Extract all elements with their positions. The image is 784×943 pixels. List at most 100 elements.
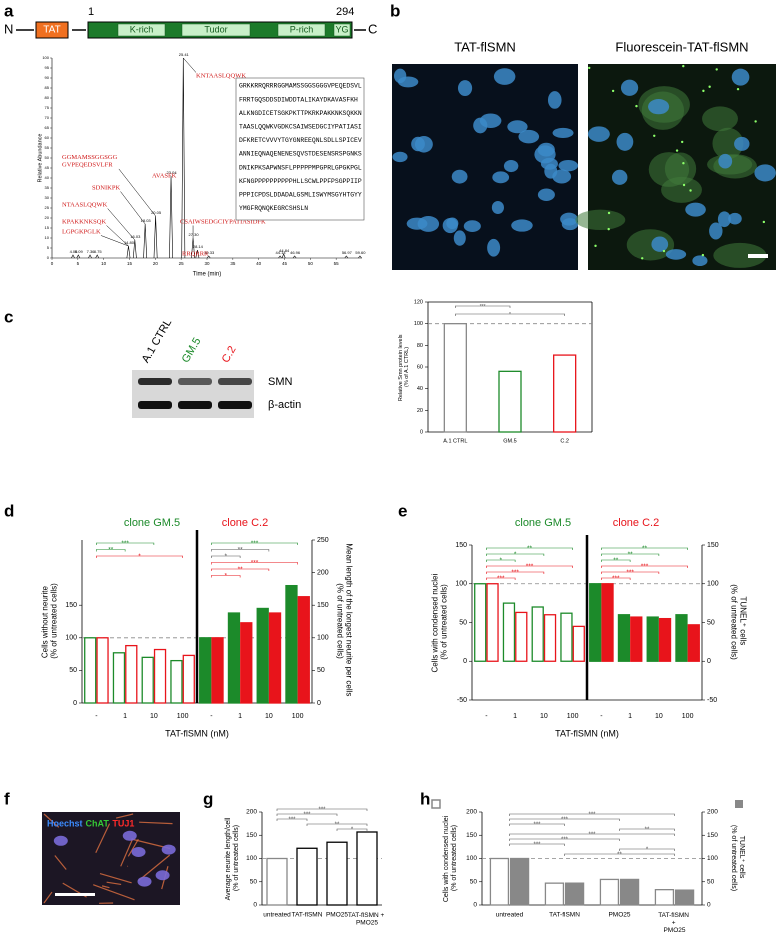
y-tick-label: 75 — [45, 105, 50, 110]
y-tick-label: 100 — [246, 855, 257, 862]
band — [138, 378, 172, 385]
significance-bracket — [564, 853, 675, 856]
significance-label: *** — [533, 842, 541, 848]
y2-tick-label: 100 — [707, 581, 719, 588]
significance-bracket — [509, 843, 565, 846]
y2-tick-label: 200 — [707, 809, 718, 816]
bar — [489, 857, 510, 906]
bar — [572, 625, 585, 662]
peak-time-label: 25.41 — [179, 52, 190, 57]
significance-label: ** — [335, 822, 340, 828]
significance-bracket — [336, 828, 368, 831]
y-tick-label: 100 — [466, 855, 477, 862]
bar — [515, 611, 528, 662]
puncta — [754, 120, 757, 123]
y-axis-title: Average neurite length/cell (% of untrea… — [225, 816, 240, 901]
significance-label: ** — [645, 827, 650, 833]
bar — [544, 882, 565, 906]
peak — [95, 254, 100, 259]
x-tick-label: 10 — [265, 713, 273, 720]
bar — [356, 831, 378, 906]
sequence-line: ANNIEQNAQENENESQVSTDESENSRSPGNKS — [239, 151, 362, 158]
significance-label: *** — [641, 563, 649, 570]
significance-label: ** — [628, 551, 634, 558]
region-label: K-rich — [130, 24, 154, 34]
sequence-box — [235, 77, 365, 221]
peak-time-label: 16.03 — [130, 234, 141, 239]
region-box — [181, 23, 251, 37]
nucleus — [552, 169, 572, 184]
bar — [543, 614, 557, 662]
lane-label: A.1 CTRL — [140, 317, 175, 365]
sequence-line: PPPICPDSLDDADALGSMLISWYMSGYHTGYY — [239, 191, 362, 198]
peptide-label: NTAASLQQWK — [62, 201, 108, 208]
y-tick-label: 60 — [417, 364, 423, 370]
significance-bracket — [211, 542, 298, 545]
puncta — [641, 257, 644, 260]
x-tick-label: 30 — [204, 261, 210, 266]
panel-label: g — [203, 789, 213, 808]
nucleus — [442, 217, 458, 234]
bar — [297, 596, 310, 704]
significance-bracket — [276, 818, 308, 821]
legend-swatch — [431, 799, 441, 809]
bar — [125, 644, 138, 704]
nucleus — [491, 200, 504, 215]
y-tick-label: -50 — [457, 697, 467, 704]
significance-label: *** — [612, 575, 620, 582]
panel-label: f — [4, 789, 10, 808]
y-tick-label: 200 — [246, 809, 257, 816]
region-box — [277, 23, 326, 37]
significance-bracket — [455, 305, 511, 308]
neurite — [115, 813, 134, 819]
significance-bracket — [601, 559, 631, 562]
nucleus — [558, 159, 579, 172]
nucleus — [651, 236, 669, 252]
nucleus — [728, 212, 742, 225]
band — [178, 378, 212, 385]
puncta — [682, 162, 685, 165]
bar — [601, 583, 614, 662]
band-label: β-actin — [268, 399, 301, 411]
blot — [132, 370, 254, 418]
peptide-pointer — [107, 208, 136, 241]
nucleus — [665, 249, 687, 260]
peak — [143, 223, 148, 259]
y-tick-label: 100 — [42, 55, 49, 60]
sequence-line: TAASLQQWKVGDKCSAIWSEDGCIYPATIASI — [239, 123, 362, 130]
y2-axis-title: TUNEL⁺ cells (% of untreated cells) — [729, 584, 747, 660]
peak — [71, 254, 75, 259]
significance-bracket — [96, 549, 126, 552]
y-tick-label: 50 — [250, 878, 258, 885]
peak — [153, 215, 158, 259]
significance-label: *** — [511, 569, 519, 576]
nucleus — [518, 129, 540, 144]
sequence-line: FRRTGQSDDSDIWDDTALIKAYDKAVASFKH — [239, 96, 358, 103]
scale-bar — [748, 254, 768, 258]
peak-time-label: 7.36 — [87, 249, 96, 254]
puncta — [611, 89, 615, 93]
peak — [358, 255, 362, 259]
bar — [256, 607, 269, 704]
significance-label: *** — [303, 812, 311, 818]
significance-bracket — [509, 823, 565, 826]
x-tick-label: TAT-flSMN — [549, 912, 580, 919]
bar — [296, 847, 318, 906]
peak — [169, 175, 173, 259]
significance-label: * — [509, 312, 511, 318]
bar — [646, 616, 659, 662]
nucleus — [406, 217, 428, 230]
bar — [486, 583, 499, 662]
significance-label: *** — [251, 560, 259, 567]
x-tick-label: TAT-flSMN — [292, 912, 323, 919]
significance-label: *** — [533, 822, 541, 828]
significance-bracket — [276, 813, 338, 816]
peptide-pointer — [100, 235, 129, 247]
significance-label: *** — [588, 832, 596, 838]
nucleus — [451, 169, 468, 184]
panel-label: e — [398, 501, 407, 520]
nucleus — [479, 113, 502, 129]
puncta — [680, 140, 684, 144]
puncta — [708, 85, 711, 88]
nucleus — [457, 80, 473, 97]
